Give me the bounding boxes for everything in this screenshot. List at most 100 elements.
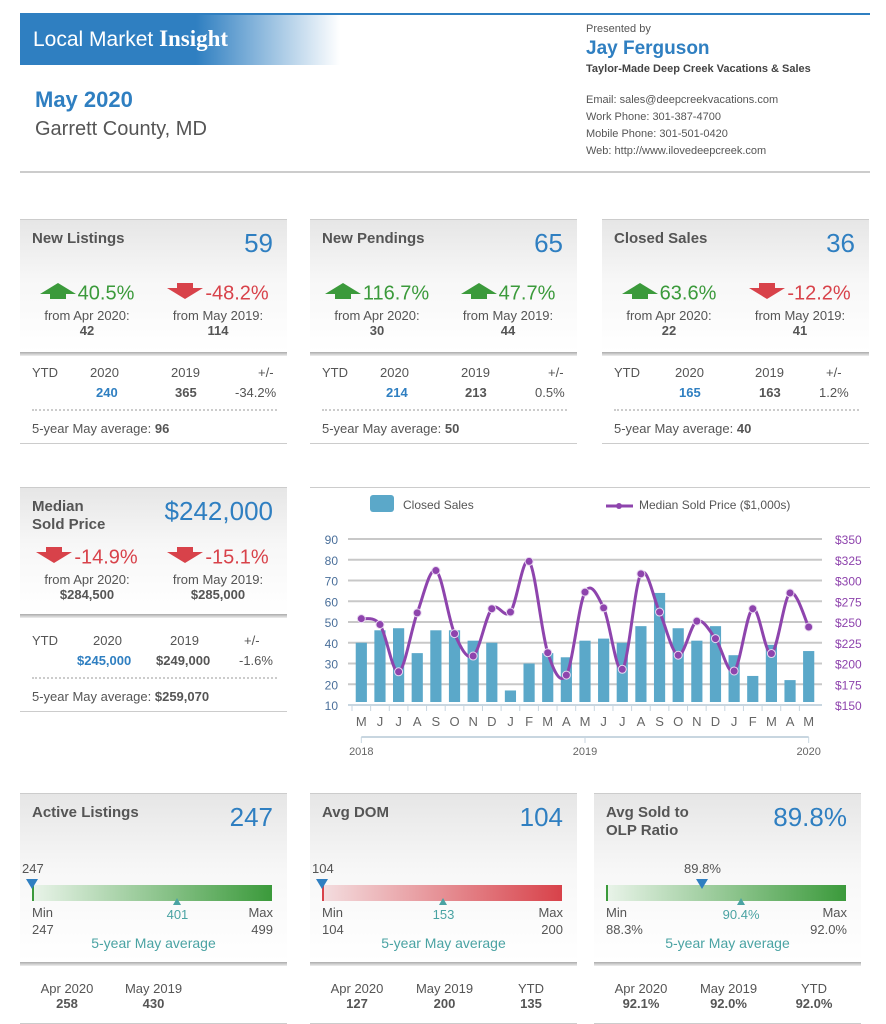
contact-email[interactable]: Email: sales@deepcreekvacations.com bbox=[586, 94, 779, 106]
ytd-year2-label: 2019 bbox=[170, 633, 199, 648]
median-price-point bbox=[487, 604, 497, 614]
max-value: 92.0% bbox=[810, 922, 847, 937]
five-year-average: 5-year May average: 50 bbox=[322, 421, 459, 436]
footer-may-2019: May 2019 430 bbox=[116, 981, 191, 1011]
arrow-down-icon bbox=[167, 546, 204, 570]
legend-swatch-closed-sales bbox=[370, 495, 394, 512]
range-bar bbox=[322, 885, 562, 901]
closed-sales-bar bbox=[579, 640, 591, 702]
change-prior-value: 44 bbox=[500, 323, 516, 338]
footer-label: May 2019 bbox=[699, 981, 758, 996]
card-bottom-rule bbox=[20, 711, 287, 712]
median-price-point bbox=[692, 616, 702, 626]
footer-value: 92.1% bbox=[622, 996, 660, 1011]
x-tick-label: A bbox=[637, 714, 646, 729]
average-value: 90.4% bbox=[722, 907, 760, 922]
left-tick-label: 80 bbox=[325, 554, 339, 568]
card-header-panel: Active Listings 247 247 401 Min 247 Max 49… bbox=[20, 793, 287, 966]
ytd-diff-label: +/- bbox=[826, 365, 842, 380]
footer-ytd: YTD 92.0% bbox=[786, 981, 842, 1011]
change-label: from May 2019: bbox=[172, 308, 264, 323]
footer-label: Apr 2020 bbox=[330, 981, 384, 996]
left-tick-label: 70 bbox=[325, 575, 339, 589]
average-caption: 5-year May average bbox=[91, 935, 216, 951]
x-tick-label: O bbox=[449, 714, 459, 729]
footer-apr-2020: Apr 2020 258 bbox=[32, 981, 102, 1011]
x-tick-label: M bbox=[766, 714, 777, 729]
left-tick-label: 60 bbox=[325, 595, 339, 609]
card-header-panel: Avg Sold to OLP Ratio 89.8% 89.8% 90.4% M… bbox=[594, 793, 861, 966]
card-header-panel: Avg DOM 104 104 153 Min 104 Max 200 5-year… bbox=[310, 793, 577, 966]
footer-label: Apr 2020 bbox=[40, 981, 94, 996]
closed-sales-bar bbox=[467, 640, 479, 702]
x-tick-label: J bbox=[731, 714, 738, 729]
median-price-point bbox=[636, 569, 646, 579]
change-year: -48.2% from May 2019: 114 bbox=[153, 282, 283, 338]
footer-label: YTD bbox=[518, 981, 544, 996]
change-year: -15.1% from May 2019: $285,000 bbox=[153, 546, 283, 602]
ytd-diff-label: +/- bbox=[258, 365, 274, 380]
x-tick-label: J bbox=[377, 714, 384, 729]
current-marker-icon bbox=[316, 879, 328, 889]
median-price-point bbox=[710, 634, 720, 644]
change-label: from Apr 2020: bbox=[334, 308, 420, 323]
ytd-year2-value: 163 bbox=[759, 385, 781, 400]
change-year: -12.2% from May 2019: 41 bbox=[735, 282, 865, 338]
contact-work-phone: Work Phone: 301-387-4700 bbox=[586, 111, 721, 123]
right-tick-label: $175 bbox=[835, 678, 862, 692]
closed-sales-bar bbox=[355, 642, 367, 702]
median-price-point bbox=[617, 664, 627, 674]
min-value: 247 bbox=[32, 922, 54, 937]
card-header-panel: Closed Sales 36 63.6% from Apr 2020: 22 … bbox=[602, 219, 869, 356]
footer-value: 127 bbox=[346, 996, 368, 1011]
current-marker-label: 104 bbox=[312, 861, 334, 876]
closed-sales-bar bbox=[393, 628, 405, 702]
change-pct: 116.7% bbox=[362, 282, 430, 305]
range-max: Max 200 bbox=[538, 904, 563, 938]
change-prior-value: 42 bbox=[79, 323, 95, 338]
median-price-point bbox=[431, 566, 441, 576]
card-value: 247 bbox=[229, 802, 273, 832]
footer-ytd: YTD 135 bbox=[506, 981, 556, 1011]
footer-may-2019: May 2019 92.0% bbox=[691, 981, 766, 1011]
median-price-point bbox=[450, 629, 460, 639]
x-tick-label: S bbox=[432, 714, 441, 729]
right-tick-label: $250 bbox=[835, 616, 862, 630]
card-title: Active Listings bbox=[32, 804, 139, 821]
range-max: Max 499 bbox=[248, 904, 273, 938]
ytd-diff-value: -1.6% bbox=[239, 653, 273, 668]
average-caption: 5-year May average bbox=[381, 935, 506, 951]
change-month: 63.6% from Apr 2020: 22 bbox=[604, 282, 734, 338]
average-value: 401 bbox=[166, 907, 189, 922]
median-price-point bbox=[729, 666, 739, 676]
arrow-down-icon bbox=[749, 282, 786, 306]
card-title: New Pendings bbox=[322, 230, 425, 247]
median-price-line bbox=[356, 556, 814, 681]
min-label: Min bbox=[322, 905, 343, 920]
range-max: Max 92.0% bbox=[810, 904, 847, 938]
ytd-year2-value: $249,000 bbox=[156, 653, 211, 668]
min-value: 104 bbox=[322, 922, 344, 937]
contact-mobile-phone: Mobile Phone: 301-501-0420 bbox=[586, 128, 728, 140]
avg-label: 5-year May average: bbox=[614, 421, 734, 436]
left-tick-label: 50 bbox=[325, 616, 339, 630]
footer-label: Apr 2020 bbox=[614, 981, 668, 996]
change-label: from May 2019: bbox=[172, 572, 264, 587]
ytd-year1-label: 2020 bbox=[380, 365, 409, 380]
ytd-year1-value: 240 bbox=[96, 385, 118, 400]
median-price-point bbox=[580, 587, 590, 597]
year-label: 2020 bbox=[796, 746, 820, 758]
five-year-average: 5-year May average: 40 bbox=[614, 421, 751, 436]
contact-web[interactable]: Web: http://www.ilovedeepcreek.com bbox=[586, 145, 767, 157]
closed-sales-bar bbox=[747, 675, 759, 702]
change-pct: 47.7% bbox=[498, 282, 556, 305]
median-price-point bbox=[468, 651, 478, 661]
right-tick-label: $200 bbox=[835, 658, 862, 672]
ytd-year1-value: 165 bbox=[679, 385, 701, 400]
card-header-panel: New Listings 59 40.5% from Apr 2020: 42 … bbox=[20, 219, 287, 356]
title-banner bbox=[20, 15, 340, 65]
dotted-divider bbox=[322, 409, 567, 411]
card-title-line1: Median bbox=[32, 498, 84, 515]
ytd-label: YTD bbox=[322, 365, 348, 380]
